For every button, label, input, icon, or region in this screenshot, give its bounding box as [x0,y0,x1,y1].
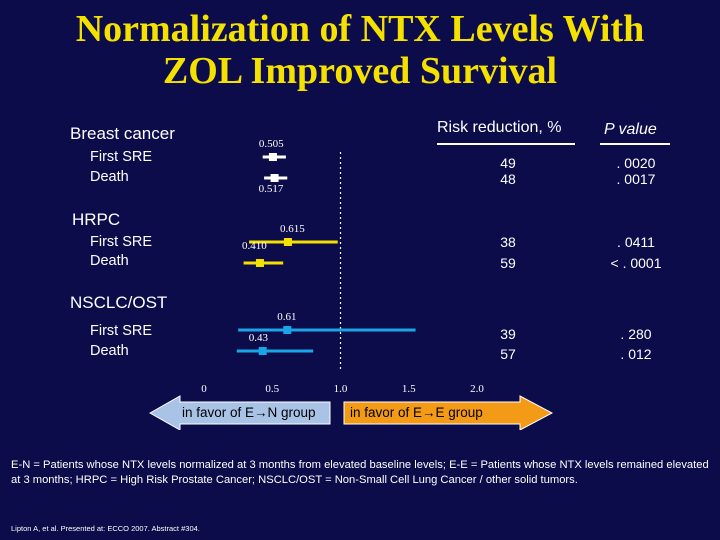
forest-marks: 0.505 0.517 0.615 0.410 0.61 0.43 [236,138,416,355]
arrow-right-shape [343,395,554,430]
estimate-label: 0.517 [259,183,284,195]
risk-reduction-hrpc-first-sre: 38 [500,234,516,250]
column-header-risk-reduction: Risk reduction, % [437,119,562,136]
risk-reduction-breast-death: 48 [500,171,516,187]
estimate-marker [270,174,279,182]
slide-title: Normalization of NTX Levels With ZOL Imp… [0,8,720,92]
p-value-underline [600,143,670,145]
risk-reduction-hrpc-death: 59 [500,255,516,271]
estimate-marker [255,259,264,267]
estimate-marker [258,347,267,355]
arrow-left-shape [148,395,331,430]
x-tick-label: 1.5 [402,383,416,395]
estimate-marker [283,238,292,246]
row-label-nsclc-first-sre: First SRE [90,323,153,339]
title-line-1: Normalization of NTX Levels With [75,8,645,50]
estimate-label: 0.43 [249,332,269,344]
x-tick-label: 0.5 [265,383,279,395]
forest-plot: 0.505 0.517 0.615 0.410 0.61 0.43 0 0.5 1.0 1.5 2… [148,138,554,430]
estimate-marker [268,153,277,161]
p-value-nsclc-first-sre: . 280 [620,326,652,342]
estimate-label: 0.505 [259,138,284,150]
row-label-hrpc-first-sre: First SRE [90,234,153,250]
estimate-label: 0.410 [242,240,267,252]
x-tick-label: 0 [201,383,207,395]
arrow-right-label: in favor of E→E group [350,405,483,420]
p-value-hrpc-death: < . 0001 [610,255,662,271]
column-header-p-value-text: P value [604,121,657,138]
row-label-breast-first-sre: First SRE [90,149,153,165]
risk-reduction-nsclc-death: 57 [500,346,516,362]
estimate-marker [283,326,292,334]
row-label-nsclc-death: Death [90,343,129,359]
x-tick-label: 2.0 [470,383,484,395]
estimate-label: 0.615 [280,223,305,235]
row-label-breast-death: Death [90,169,129,185]
column-header-p-value: P value [604,121,657,139]
p-value-hrpc-first-sre: . 0411 [617,234,655,250]
group-label-breast-cancer: Breast cancer [70,124,175,143]
group-label-nsclc-ost: NSCLC/OST [70,293,168,312]
p-value-breast-death: . 0017 [616,171,656,187]
citation: Lipton A, et al. Presented at: ECCO 2007… [11,524,200,533]
arrow-left-label: in favor of E→N group [182,405,316,420]
p-value-nsclc-death: . 012 [620,346,652,362]
direction-arrows [148,395,554,430]
x-axis-ticks: 0 0.5 1.0 1.5 2.0 [201,383,484,395]
p-value-breast-first-sre: . 0020 [616,155,656,171]
title-line-2: ZOL Improved Survival [162,50,558,92]
group-label-hrpc: HRPC [72,210,121,229]
x-tick-label: 1.0 [334,383,348,395]
row-label-hrpc-death: Death [90,253,129,269]
risk-reduction-breast-first-sre: 49 [500,155,516,171]
estimate-label: 0.61 [277,311,296,323]
footnote: E-N = Patients whose NTX levels normaliz… [11,459,709,486]
risk-reduction-underline [437,143,575,145]
risk-reduction-nsclc-first-sre: 39 [500,326,516,342]
